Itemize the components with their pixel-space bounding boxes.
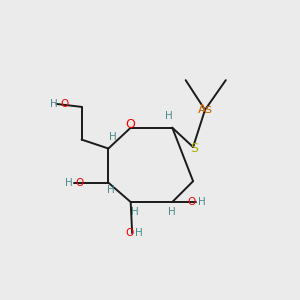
Text: O: O	[76, 178, 84, 188]
Text: O: O	[61, 99, 69, 109]
Text: H: H	[109, 132, 117, 142]
Text: H: H	[50, 99, 58, 109]
Text: H: H	[131, 207, 139, 218]
Text: H: H	[198, 197, 205, 207]
Text: H: H	[168, 207, 176, 218]
Text: O: O	[187, 197, 195, 207]
Text: H: H	[165, 111, 173, 121]
Text: H: H	[135, 228, 142, 238]
Text: O: O	[126, 228, 134, 238]
Text: H: H	[65, 178, 73, 188]
Text: As: As	[197, 103, 212, 116]
Text: S: S	[190, 142, 198, 155]
Text: O: O	[126, 118, 136, 130]
Text: H: H	[107, 185, 115, 195]
